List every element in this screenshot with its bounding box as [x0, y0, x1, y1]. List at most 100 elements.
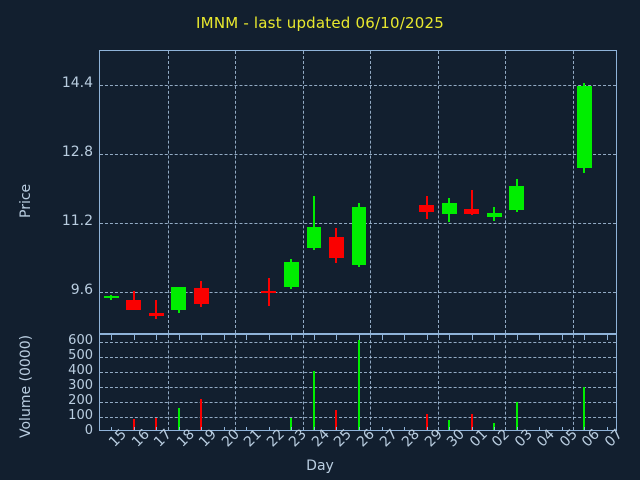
x-tickmark [223, 335, 225, 340]
price-vertical-gridline [505, 51, 507, 333]
volume-tick-label: 400 [68, 363, 93, 379]
x-tickmark [111, 427, 113, 430]
candlestick-06 [576, 86, 592, 169]
x-tickmark [426, 427, 428, 430]
volume-vertical-gridline [302, 335, 304, 430]
candlestick-16 [126, 299, 142, 311]
volume-tick-label: 200 [68, 393, 93, 409]
candlestick-17 [148, 313, 164, 316]
x-tickmark [404, 427, 406, 430]
volume-bar-03 [515, 402, 518, 430]
x-tickmark [494, 427, 496, 430]
price-gridline [100, 85, 616, 87]
volume-tick-label: 300 [68, 378, 93, 394]
volume-vertical-gridline [167, 335, 169, 430]
volume-bar-24 [312, 371, 315, 430]
x-tickmark [201, 427, 203, 430]
volume-vertical-gridline [437, 335, 439, 430]
volume-bar-25 [335, 409, 338, 430]
volume-bar-01 [470, 414, 473, 430]
x-tickmark [201, 335, 203, 340]
candle-wick [470, 190, 473, 215]
x-tickmark [516, 427, 518, 430]
price-vertical-gridline [302, 51, 304, 333]
candlestick-15 [103, 296, 119, 299]
x-tickmark [606, 427, 608, 430]
candlestick-24 [306, 227, 322, 249]
price-plot-area [99, 50, 617, 334]
volume-plot-area [99, 334, 617, 431]
x-tickmark [156, 427, 158, 430]
x-tickmark [268, 335, 270, 340]
candlestick-29 [419, 205, 434, 213]
x-tickmark [381, 427, 383, 430]
chart-title: IMNM - last updated 06/10/2025 [196, 14, 444, 32]
price-vertical-gridline [167, 51, 169, 333]
x-tickmark [471, 335, 473, 340]
x-tickmark [313, 427, 315, 430]
x-tickmark [313, 335, 315, 340]
price-tick-label: 11.2 [61, 213, 93, 230]
candlestick-25 [329, 236, 344, 258]
candlestick-30 [441, 203, 457, 214]
x-tickmark [111, 335, 113, 340]
candlestick-23 [284, 261, 299, 287]
x-tickmark [246, 335, 248, 340]
volume-bar-30 [448, 419, 451, 430]
price-tick-label: 9.6 [70, 281, 93, 298]
x-tickmark [178, 335, 180, 340]
x-tickmark [449, 335, 451, 340]
candlestick-18 [171, 286, 187, 311]
x-tickmark [246, 427, 248, 430]
price-gridline [100, 291, 616, 293]
volume-bar-17 [155, 418, 158, 430]
volume-vertical-gridline [370, 335, 372, 430]
x-tickmark [539, 335, 541, 340]
candlestick-03 [509, 186, 525, 211]
x-tickmark [381, 335, 383, 340]
x-tickmark [561, 335, 563, 340]
x-tickmark [426, 335, 428, 340]
volume-bar-02 [493, 423, 496, 430]
x-tickmark [268, 427, 270, 430]
x-tickmark [156, 335, 158, 340]
candlestick-01 [464, 209, 480, 214]
volume-bar-18 [177, 407, 180, 430]
volume-tick-label: 0 [84, 423, 93, 438]
candlestick-02 [486, 212, 502, 218]
x-tickmark [584, 335, 586, 340]
volume-axis-labels: 600 500 400 300 200 100 0 [25, 333, 93, 438]
volume-vertical-gridline [235, 335, 237, 430]
volume-vertical-gridline [572, 335, 574, 430]
price-vertical-gridline [370, 51, 372, 333]
x-tickmark [359, 427, 360, 430]
volume-vertical-gridline [505, 335, 507, 430]
price-vertical-gridline [572, 51, 574, 333]
volume-tick-label: 100 [68, 408, 93, 424]
candlestick-22 [261, 291, 277, 294]
x-tickmark [494, 335, 496, 340]
price-axis-labels: 14.4 12.8 11.2 9.6 [25, 50, 93, 334]
x-tickmark [291, 335, 293, 340]
x-tickmark [561, 427, 563, 430]
x-tickmark [606, 335, 608, 340]
x-tickmark [516, 335, 518, 340]
x-tickmark [359, 335, 360, 340]
x-tickmark [178, 427, 180, 430]
x-axis-title: Day [306, 458, 334, 474]
volume-tick-label: 600 [68, 333, 93, 349]
x-tickmark [223, 427, 225, 430]
volume-bar-29 [425, 414, 428, 430]
x-tickmark [336, 427, 338, 430]
candle-wick [312, 196, 315, 250]
volume-bar-06 [583, 387, 586, 430]
price-tick-label: 12.8 [61, 144, 93, 161]
x-tickmark [291, 427, 293, 430]
candle-wick [155, 299, 158, 319]
candlestick-26 [351, 206, 367, 266]
x-tickmark [584, 427, 586, 430]
x-tickmark [471, 427, 473, 430]
x-tickmark [449, 427, 451, 430]
x-tickmark [133, 427, 135, 430]
